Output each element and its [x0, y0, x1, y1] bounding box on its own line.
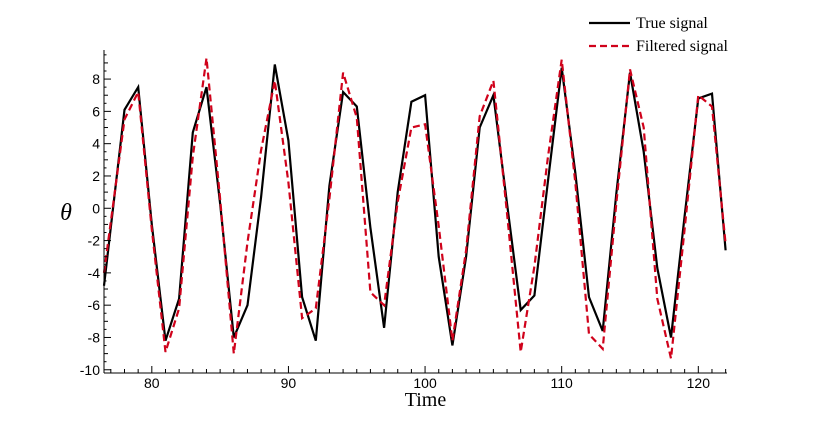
- series-line-filtered-signal: [102, 57, 727, 359]
- x-tick-label: 120: [687, 375, 711, 391]
- x-axis-ticks: 80 90 100 110 120: [110, 366, 727, 391]
- x-tick-label: 80: [144, 375, 160, 391]
- y-tick-label: 2: [92, 168, 100, 184]
- y-tick-label: -10: [80, 362, 100, 378]
- x-axis-title: Time: [405, 389, 447, 411]
- y-axis-title: θ: [60, 200, 72, 226]
- axes: [103, 50, 727, 374]
- y-tick-label: 0: [92, 200, 100, 216]
- y-tick-label: 6: [92, 103, 100, 119]
- y-tick-label: -6: [88, 297, 101, 313]
- y-tick-label: -8: [88, 329, 101, 345]
- legend-label-filtered-signal: Filtered signal: [636, 38, 729, 55]
- x-tick-label: 110: [551, 375, 574, 391]
- y-tick-label: 8: [92, 71, 100, 87]
- y-tick-label: 4: [92, 136, 100, 152]
- y-tick-label: -4: [88, 265, 101, 281]
- x-tick-label: 90: [281, 375, 297, 391]
- plot-lines: [102, 57, 727, 359]
- x-tick-label: 100: [413, 375, 437, 391]
- legend-label-true-signal: True signal: [636, 15, 708, 32]
- y-axis-ticks: -10 -8 -6 -4 -2 0 2 4 6 8: [80, 54, 111, 378]
- y-tick-label: -2: [88, 233, 101, 249]
- series-line-true-signal: [102, 64, 727, 346]
- legend: True signal Filtered signal: [589, 15, 729, 55]
